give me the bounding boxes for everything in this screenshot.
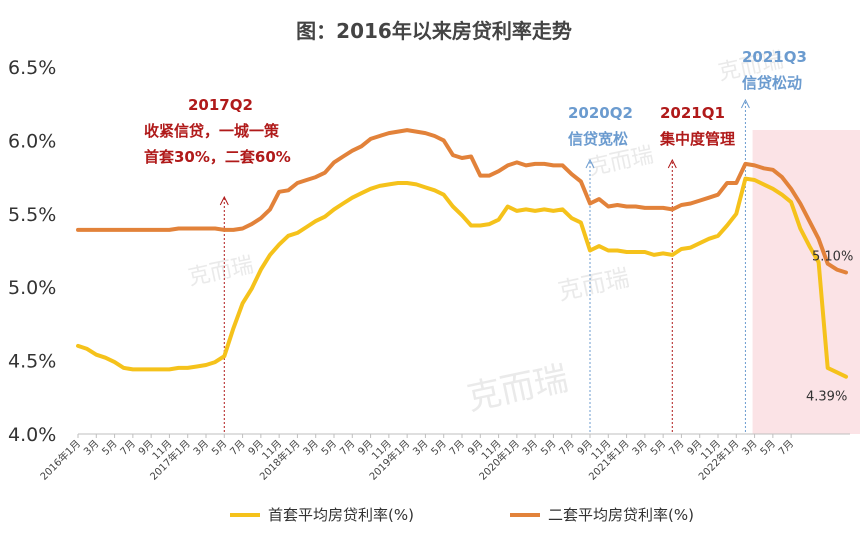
annotation-arrow-head (667, 158, 677, 169)
watermark-text-0: 克而瑞 (464, 358, 572, 418)
x-tick-label: 3月 (301, 438, 321, 458)
annotation-text: 首套30%，二套60% (144, 148, 291, 166)
annotation-text: 2017Q2 (188, 96, 253, 114)
x-tick-label: 5月 (648, 438, 668, 458)
annotation-1: 2020Q2 信贷宽松 (568, 104, 633, 432)
x-tick-label: 7月 (776, 438, 796, 458)
annotation-text: 信贷松动 (742, 74, 802, 92)
x-tick-label: 3月 (191, 438, 211, 458)
watermark-text-3: 克而瑞 (186, 253, 256, 291)
series-line-0 (76, 176, 848, 379)
x-tick-label: 5月 (429, 438, 449, 458)
y-tick-label: 4.5% (8, 351, 56, 373)
legend: 首套平均房贷利率(%) 二套平均房贷利率(%) (230, 506, 694, 524)
y-tick-label: 4.0% (8, 424, 56, 446)
annotation-arrow-head (219, 195, 229, 206)
annotation-arrow-head (740, 98, 750, 109)
x-tick-label: 3月 (410, 438, 430, 458)
x-tick-label: 7月 (447, 438, 467, 458)
end-label-group: 5.10% 4.39% (806, 250, 853, 405)
legend-label: 首套平均房贷利率(%) (268, 506, 414, 524)
series-group (76, 128, 848, 379)
watermark-text-1: 克而瑞 (555, 264, 631, 306)
x-tick-label: 7月 (118, 438, 138, 458)
x-tick-label: 5月 (100, 438, 120, 458)
end-label-second-home: 5.10% (812, 250, 853, 265)
x-tick-label: 3月 (630, 438, 650, 458)
y-axis: 4.0% 4.5% 5.0% 5.5% 6.0% 6.5% (8, 57, 56, 446)
series-line-1 (76, 128, 848, 275)
legend-item-0: 首套平均房贷利率(%) (230, 506, 414, 524)
y-tick-label: 5.0% (8, 277, 56, 299)
x-tick-label: 5月 (538, 438, 558, 458)
y-tick-label: 6.0% (8, 130, 56, 152)
annotation-text: 2021Q1 (660, 104, 725, 122)
annotation-3: 2021Q3 信贷松动 (740, 48, 807, 432)
x-tick-label: 3月 (81, 438, 101, 458)
shaded-region (752, 130, 860, 434)
x-tick-label: 3月 (520, 438, 540, 458)
end-label-first-home: 4.39% (806, 390, 847, 405)
legend-item-1: 二套平均房贷利率(%) (510, 506, 694, 524)
x-tick-label: 3月 (740, 438, 760, 458)
annotation-2: 2021Q1 集中度管理 (659, 104, 735, 432)
watermark-text-2: 克而瑞 (586, 143, 656, 181)
x-tick-label: 5月 (319, 438, 339, 458)
y-tick-label: 6.5% (8, 57, 56, 79)
y-tick-label: 5.5% (8, 204, 56, 226)
annotation-text: 集中度管理 (659, 130, 735, 148)
x-tick-label: 5月 (758, 438, 778, 458)
x-tick-label: 5月 (209, 438, 229, 458)
x-tick-label: 7月 (666, 438, 686, 458)
annotation-text: 2020Q2 (568, 104, 633, 122)
annotation-text: 2021Q3 (742, 48, 807, 66)
chart-title: 图：2016年以来房贷利率走势 (296, 19, 572, 43)
x-tick-label: 7月 (228, 438, 248, 458)
x-axis: 2016年1月3月5月7月9月11月2017年1月3月5月7月9月11月2018… (37, 434, 796, 483)
x-tick-label: 7月 (557, 438, 577, 458)
annotation-arrow-head (585, 158, 595, 169)
annotation-text: 收紧信贷，一城一策 (144, 122, 280, 140)
annotation-text: 信贷宽松 (568, 130, 628, 148)
x-tick-label: 7月 (337, 438, 357, 458)
legend-label: 二套平均房贷利率(%) (548, 506, 694, 524)
